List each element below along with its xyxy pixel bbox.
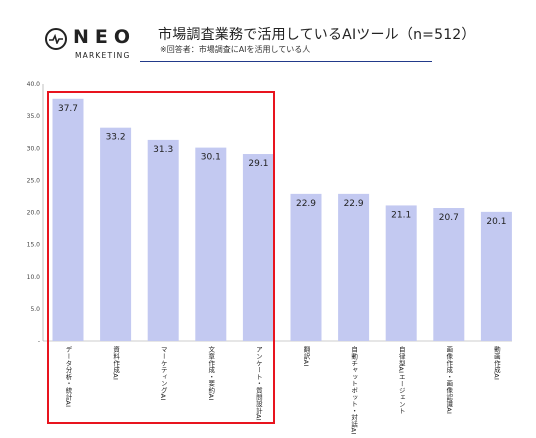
highlight-box bbox=[47, 91, 275, 424]
category-label: 動画作成AI bbox=[492, 346, 501, 381]
title-underline bbox=[140, 61, 432, 62]
y-tick-label: 15.0 bbox=[27, 242, 41, 249]
bar-value-label: 21.1 bbox=[391, 210, 411, 220]
bar-value-label: 31.3 bbox=[153, 145, 173, 155]
bar bbox=[338, 193, 370, 341]
bar bbox=[480, 211, 512, 341]
logo-sub: MARKETING bbox=[75, 51, 131, 60]
bar bbox=[52, 98, 84, 341]
neo-marketing-logo: NEO MARKETING bbox=[45, 26, 145, 62]
chart-title: 市場調査業務で活用しているAIツール（n=512） bbox=[158, 27, 476, 43]
bar bbox=[433, 208, 465, 341]
y-tick-label: 20.0 bbox=[27, 210, 41, 217]
category-label: 自律型AIエージェント bbox=[397, 346, 406, 415]
chart-subtitle: ※回答者：市場調査にAIを活用している人 bbox=[160, 45, 311, 54]
bar bbox=[385, 205, 417, 341]
y-tick-label: 35.0 bbox=[27, 113, 41, 120]
bar-value-label: 20.7 bbox=[439, 213, 459, 223]
y-tick-label: 5.0 bbox=[30, 306, 40, 313]
category-label: アンケート・質問設計AI bbox=[254, 346, 263, 421]
category-label: 画像作成・画像認識AI bbox=[444, 346, 453, 415]
bar bbox=[290, 193, 322, 341]
bar-value-label: 22.9 bbox=[296, 199, 316, 209]
bar-value-label: 37.7 bbox=[58, 104, 78, 114]
category-label: マーケティングAI bbox=[159, 346, 168, 401]
y-tick-label: - bbox=[38, 338, 40, 345]
bar bbox=[195, 147, 227, 341]
category-label: データ分析・統計AI bbox=[64, 346, 72, 408]
bar bbox=[242, 154, 274, 341]
bar-value-label: 33.2 bbox=[106, 133, 126, 143]
y-tick-label: 10.0 bbox=[27, 274, 41, 281]
bar-value-label: 29.1 bbox=[248, 159, 268, 169]
bar bbox=[147, 139, 179, 341]
bar-value-label: 20.1 bbox=[486, 217, 506, 227]
bar-value-label: 30.1 bbox=[201, 153, 221, 163]
category-label: 文章作成・要約AI bbox=[206, 346, 215, 401]
category-label: 翻訳AI bbox=[302, 346, 310, 367]
y-tick-label: 30.0 bbox=[27, 145, 41, 152]
y-tick-label: 40.0 bbox=[27, 81, 41, 88]
logo-mark-icon bbox=[45, 28, 67, 50]
y-tick-label: 25.0 bbox=[27, 177, 41, 184]
logo-word: NEO bbox=[73, 26, 137, 48]
bar bbox=[100, 127, 132, 341]
category-label: 資料作成AI bbox=[111, 346, 120, 381]
category-label: 自動チャットボット・対話AI bbox=[349, 346, 358, 435]
bar-value-label: 22.9 bbox=[344, 199, 364, 209]
